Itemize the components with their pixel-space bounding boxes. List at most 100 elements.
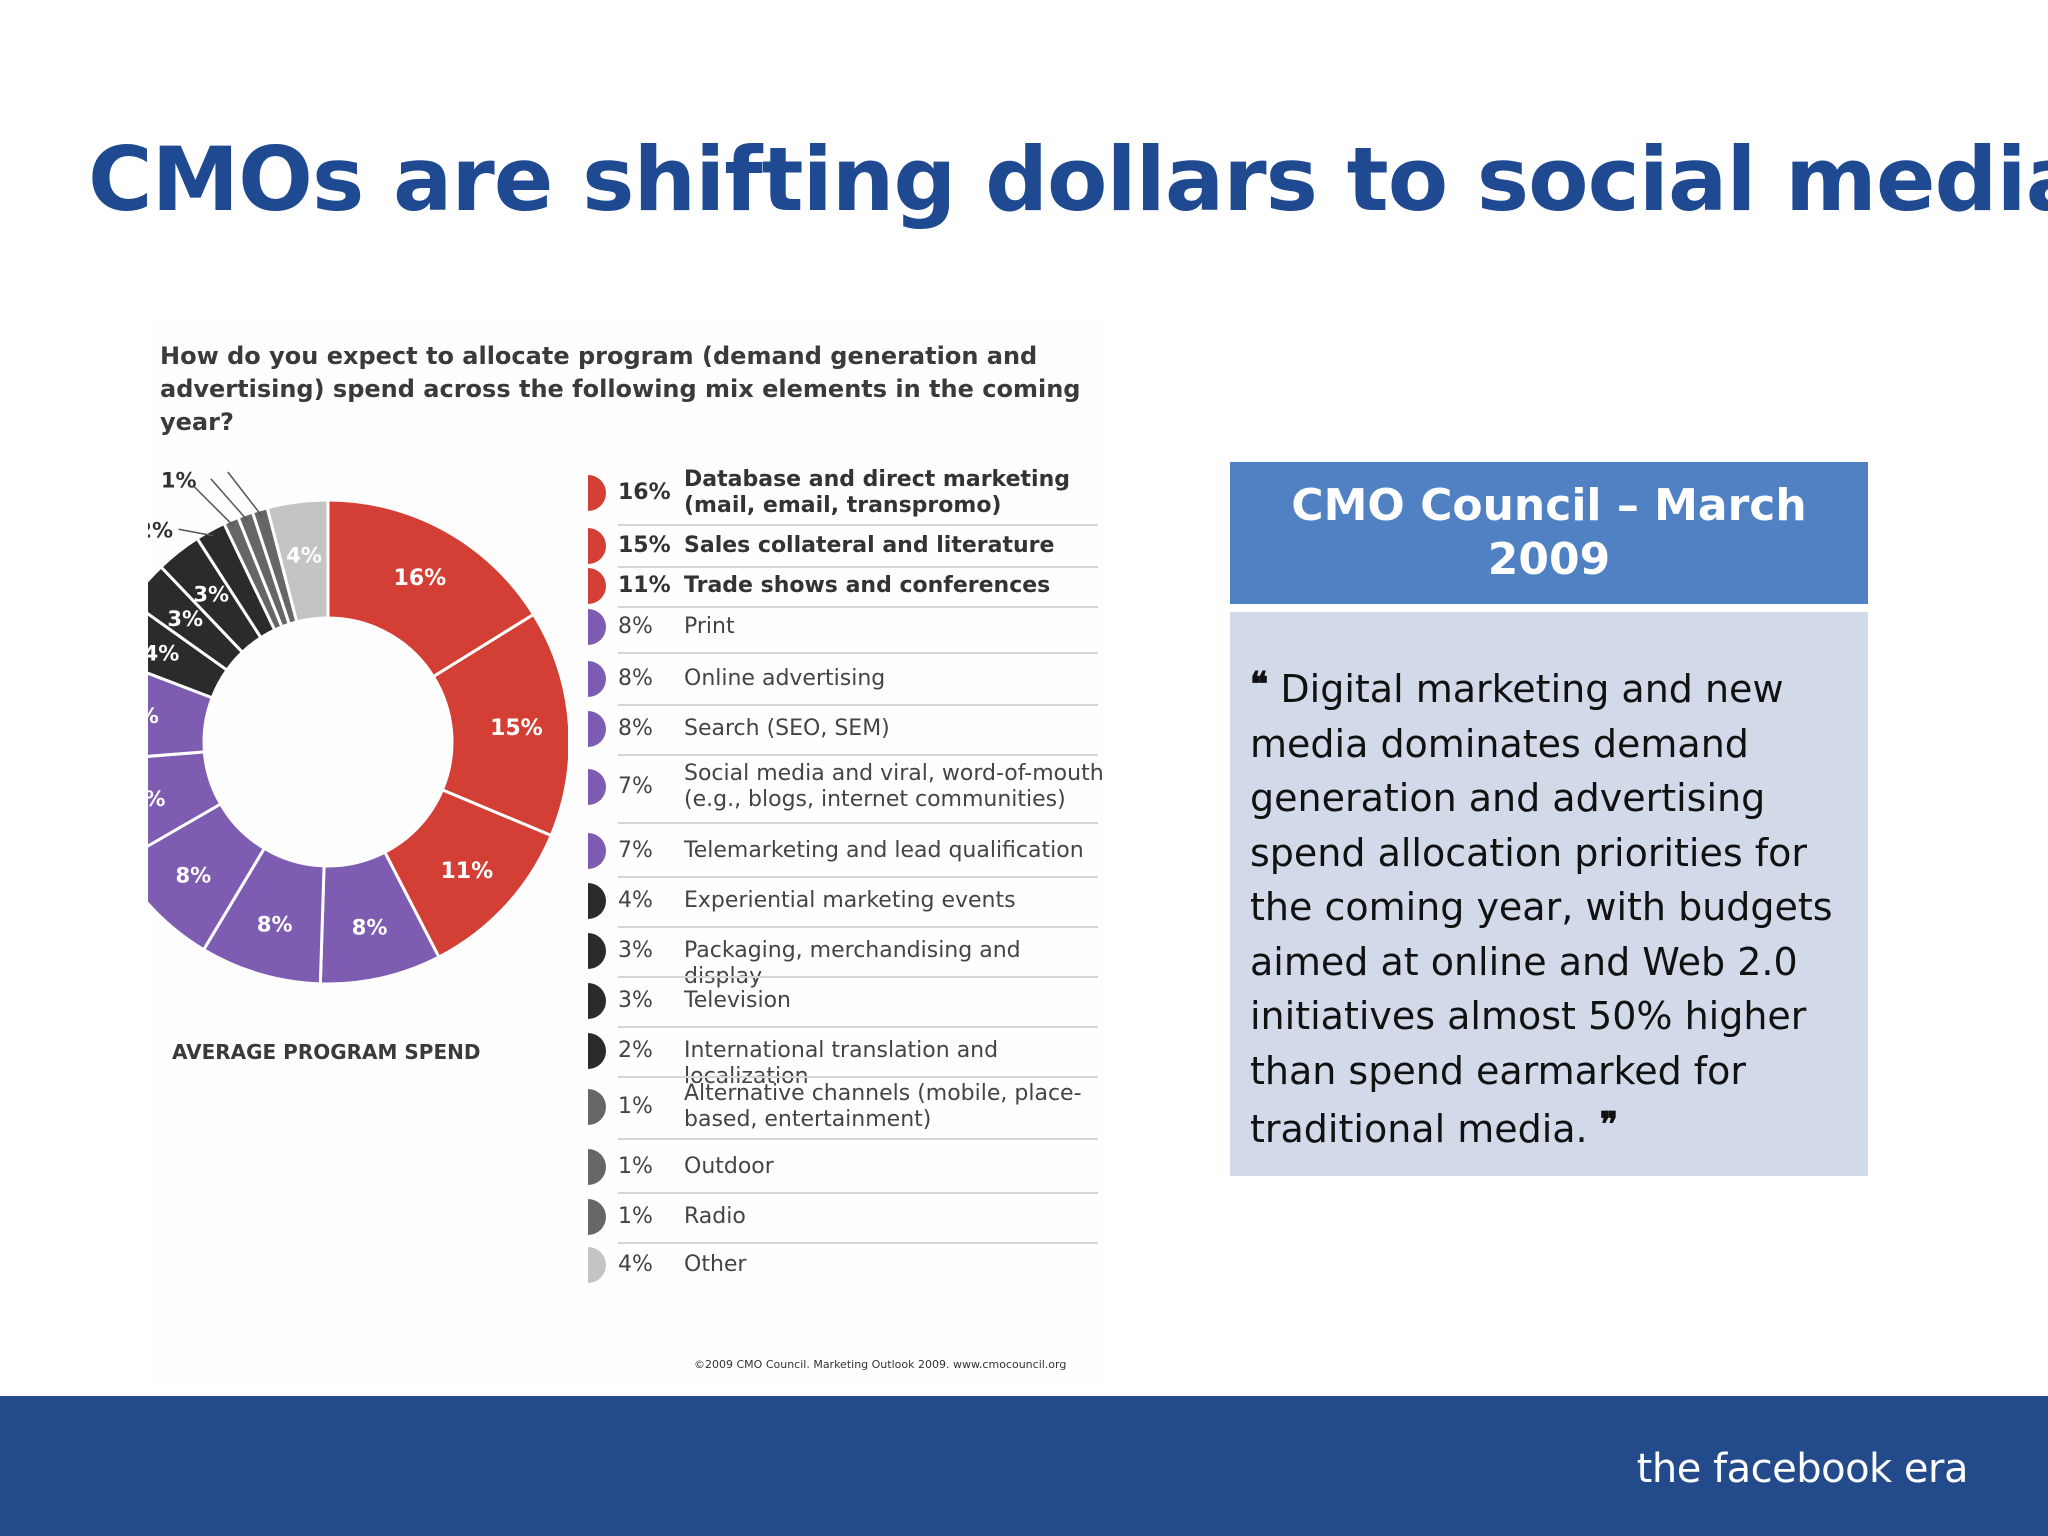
callout-heading: CMO Council – March 2009	[1230, 462, 1868, 604]
callout-quote: Digital marketing and new media dominate…	[1250, 667, 1833, 1151]
legend-item: 1% Radio	[588, 1194, 1098, 1244]
legend-swatch	[588, 609, 606, 645]
legend-label: Social media and viral, word-of-mouth (e…	[684, 761, 1104, 812]
legend-label: Other	[684, 1252, 747, 1277]
legend-value: 4%	[618, 888, 653, 913]
legend-swatch	[588, 1033, 606, 1069]
legend-value: 7%	[618, 774, 653, 799]
legend-divider	[618, 652, 1098, 654]
chart-question: How do you expect to allocate program (d…	[160, 342, 1081, 436]
donut-label-5: 8%	[257, 912, 293, 936]
donut-label-3: 11%	[441, 859, 494, 884]
legend-divider	[618, 606, 1098, 608]
legend-value: 2%	[618, 1038, 653, 1063]
donut-leader-line	[210, 478, 248, 521]
footer-brand: the facebook era	[1636, 1446, 1969, 1492]
legend-value: 8%	[618, 666, 653, 691]
legend-item: 7% Social media and viral, word-of-mouth …	[588, 754, 1104, 824]
legend-divider	[618, 1026, 1098, 1028]
legend-value: 1%	[618, 1094, 653, 1119]
donut-label-2: 15%	[490, 716, 543, 741]
legend-swatch	[588, 1199, 606, 1235]
donut-slice-2	[431, 612, 568, 838]
legend-label: Trade shows and conferences	[684, 573, 1051, 598]
legend-divider	[618, 1242, 1098, 1244]
donut-slice-16	[265, 498, 330, 624]
donut-label-13: 1%	[161, 469, 197, 493]
legend-value: 4%	[618, 1252, 653, 1277]
legend-divider	[618, 1076, 1098, 1078]
donut-label-12: 2%	[148, 518, 173, 542]
legend-divider	[618, 754, 1098, 756]
legend-divider	[618, 926, 1098, 928]
close-quote-icon: ❞	[1599, 1105, 1619, 1145]
donut-label-7: 7%	[148, 787, 165, 811]
chart-figure: How do you expect to allocate program (d…	[148, 318, 1108, 1388]
legend-label: Search (SEO, SEM)	[684, 716, 890, 741]
donut-label-8: 7%	[148, 704, 159, 728]
legend-value: 1%	[618, 1154, 653, 1179]
legend-swatch	[588, 833, 606, 869]
legend-item: 3% Packaging, merchandising and display	[588, 928, 1098, 989]
donut-leader-line	[227, 471, 263, 517]
legend-divider	[618, 566, 1098, 568]
donut-slice-1	[326, 498, 536, 679]
donut-label-4: 8%	[352, 915, 388, 939]
legend-swatch	[588, 983, 606, 1019]
legend-value: 3%	[618, 988, 653, 1013]
chart-source: ©2009 CMO Council. Marketing Outlook 200…	[694, 1358, 1067, 1371]
legend-item: 7% Telemarketing and lead qualification	[588, 828, 1098, 878]
legend-swatch	[588, 1089, 606, 1125]
legend-divider	[618, 976, 1098, 978]
legend-swatch	[588, 1149, 606, 1185]
legend-item: 11% Trade shows and conferences	[588, 568, 1098, 608]
legend-label: Telemarketing and lead qualification	[684, 838, 1084, 863]
legend-value: 1%	[618, 1204, 653, 1229]
open-quote-icon: ❝	[1250, 665, 1269, 705]
legend-label: Outdoor	[684, 1154, 774, 1179]
donut-slice-7	[148, 750, 223, 848]
legend-swatch	[588, 883, 606, 919]
legend-swatch	[588, 661, 606, 697]
donut-label-16: 4%	[286, 544, 322, 568]
donut-chart: 16% 15% 11% 8% 8% 8% 7% 7% 4% 3%3% 2% 1% 4%	[148, 469, 568, 986]
donut-leader-line	[178, 528, 214, 537]
legend-divider	[618, 524, 1098, 526]
donut-label-6: 8%	[175, 864, 211, 888]
donut-label-1: 16%	[394, 566, 447, 591]
legend-swatch	[588, 933, 606, 969]
legend-item: 3% Television	[588, 978, 1098, 1028]
legend-value: 16%	[618, 480, 671, 505]
callout-quote-box: ❝ Digital marketing and new media domina…	[1230, 612, 1868, 1176]
donut-slice-6	[148, 801, 267, 952]
legend-label: Experiential marketing events	[684, 888, 1016, 913]
legend-divider	[618, 876, 1098, 878]
legend-value: 8%	[618, 614, 653, 639]
legend-item: 8% Search (SEO, SEM)	[588, 706, 1098, 756]
legend-value: 11%	[618, 573, 671, 598]
legend-value: 15%	[618, 533, 671, 558]
legend-item: 1% Alternative channels (mobile, place-ba…	[588, 1078, 1098, 1140]
legend-divider	[618, 1192, 1098, 1194]
donut-leader-line	[193, 486, 234, 527]
legend-label: Alternative channels (mobile, place-base…	[684, 1081, 1082, 1132]
legend-swatch	[588, 528, 606, 564]
slide-title: CMOs are shifting dollars to social medi…	[88, 128, 2048, 231]
legend-swatch	[588, 769, 606, 805]
legend-swatch	[588, 568, 606, 604]
legend-label: Database and direct marketing (mail, ema…	[684, 467, 1070, 518]
legend-label: Print	[684, 614, 735, 639]
donut-label-10: 3%	[167, 607, 203, 631]
donut-slice-8	[148, 671, 215, 758]
donut-label-9: 4%	[148, 642, 179, 666]
legend-swatch	[588, 711, 606, 747]
donut-caption: AVERAGE PROGRAM SPEND	[172, 1040, 481, 1064]
legend-divider	[618, 704, 1098, 706]
legend-swatch	[588, 475, 606, 511]
legend-label: Television	[684, 988, 791, 1013]
legend-divider	[618, 822, 1098, 824]
legend-item: 1% Outdoor	[588, 1144, 1098, 1194]
legend-item: 16% Database and direct marketing (mail, …	[588, 464, 1098, 526]
legend-item: 4% Other	[588, 1242, 1098, 1288]
legend-item: 4% Experiential marketing events	[588, 878, 1098, 928]
